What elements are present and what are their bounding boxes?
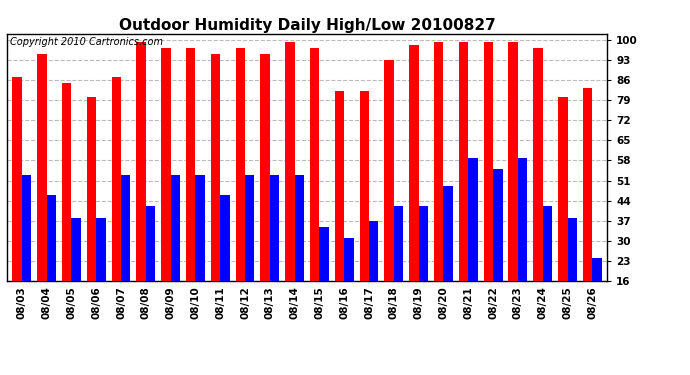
Bar <box>62 82 71 281</box>
Bar <box>434 42 444 281</box>
Bar <box>47 195 56 281</box>
Bar <box>235 48 245 281</box>
Bar <box>22 175 31 281</box>
Bar <box>394 206 403 281</box>
Bar <box>37 54 47 281</box>
Bar <box>533 48 543 281</box>
Title: Outdoor Humidity Daily High/Low 20100827: Outdoor Humidity Daily High/Low 20100827 <box>119 18 495 33</box>
Bar <box>469 158 477 281</box>
Bar <box>170 175 180 281</box>
Bar <box>245 175 255 281</box>
Bar <box>369 221 379 281</box>
Bar <box>121 175 130 281</box>
Text: Copyright 2010 Cartronics.com: Copyright 2010 Cartronics.com <box>10 38 163 48</box>
Bar <box>12 77 22 281</box>
Bar <box>344 238 354 281</box>
Bar <box>493 169 502 281</box>
Bar <box>161 48 170 281</box>
Bar <box>285 42 295 281</box>
Bar <box>195 175 205 281</box>
Bar <box>87 97 96 281</box>
Bar <box>335 91 344 281</box>
Bar <box>260 54 270 281</box>
Bar <box>96 218 106 281</box>
Bar <box>509 42 518 281</box>
Bar <box>543 206 552 281</box>
Bar <box>112 77 121 281</box>
Bar <box>567 218 577 281</box>
Bar <box>558 97 567 281</box>
Bar <box>583 88 592 281</box>
Bar <box>419 206 428 281</box>
Bar <box>310 48 319 281</box>
Bar <box>444 186 453 281</box>
Bar <box>270 175 279 281</box>
Bar <box>71 218 81 281</box>
Bar <box>459 42 469 281</box>
Bar <box>484 42 493 281</box>
Bar <box>409 45 419 281</box>
Bar <box>186 48 195 281</box>
Bar <box>137 42 146 281</box>
Bar <box>384 60 394 281</box>
Bar <box>518 158 527 281</box>
Bar <box>359 91 369 281</box>
Bar <box>295 175 304 281</box>
Bar <box>211 54 220 281</box>
Bar <box>146 206 155 281</box>
Bar <box>319 226 329 281</box>
Bar <box>220 195 230 281</box>
Bar <box>592 258 602 281</box>
